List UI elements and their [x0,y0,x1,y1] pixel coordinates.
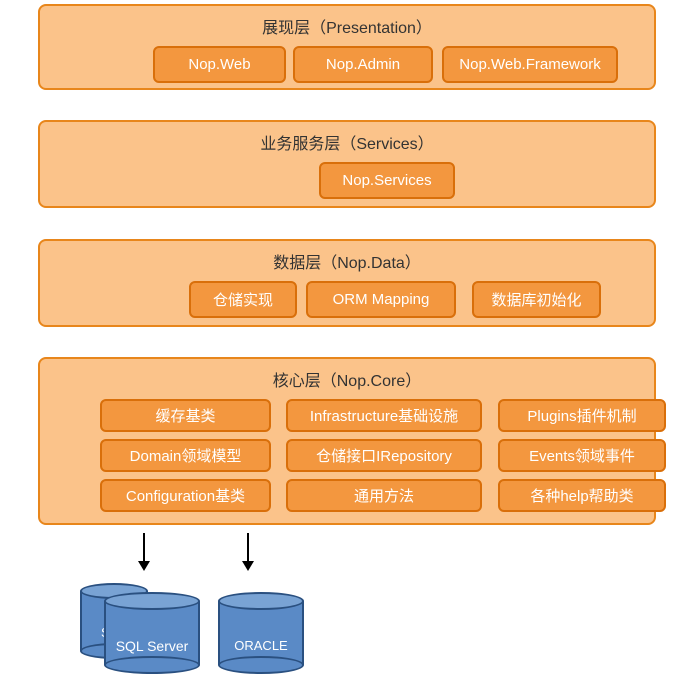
box-nop-web-framework: Nop.Web.Framework [442,46,618,83]
layer-core: 核心层（Nop.Core）缓存基类Infrastructure基础设施Plugi… [38,357,656,525]
layer-title-services: 业务服务层（Services） [40,130,654,154]
box-cache-base: 缓存基类 [100,399,271,432]
layer-presentation: 展现层（Presentation） Nop.WebNop.AdminNop.Web… [38,4,656,90]
cylinder-oracle: ORACLE [218,592,304,674]
layer-title-presentation: 展现层（Presentation） [40,14,654,38]
cylinder-sql-server: SQL Server [104,592,200,674]
box-nop-services: Nop.Services [319,162,455,199]
cylinder-label-oracle: ORACLE [218,638,304,653]
box-orm-mapping: ORM Mapping [306,281,456,318]
box-configuration: Configuration基类 [100,479,271,512]
box-infrastructure: Infrastructure基础设施 [286,399,482,432]
box-events: Events领域事件 [498,439,666,472]
box-db-init: 数据库初始化 [472,281,601,318]
layer-data: 数据层（Nop.Data） 仓储实现ORM Mapping 数据库初始化 [38,239,656,327]
arrow-oracle [247,533,249,563]
box-repository: 仓储接口IRepository [286,439,482,472]
box-domain-model: Domain领域模型 [100,439,271,472]
cylinder-label-sql-server: SQL Server [104,638,200,654]
layer-services: 业务服务层（Services） Nop.Services [38,120,656,208]
layer-title-core: 核心层（Nop.Core） [40,367,654,391]
box-common-methods: 通用方法 [286,479,482,512]
box-help-classes: 各种help帮助类 [498,479,666,512]
box-storage-impl: 仓储实现 [189,281,297,318]
box-nop-admin: Nop.Admin [293,46,433,83]
arrow-sql [143,533,145,563]
box-plugins: Plugins插件机制 [498,399,666,432]
box-nop-web: Nop.Web [153,46,286,83]
layer-title-data: 数据层（Nop.Data） [40,249,654,273]
